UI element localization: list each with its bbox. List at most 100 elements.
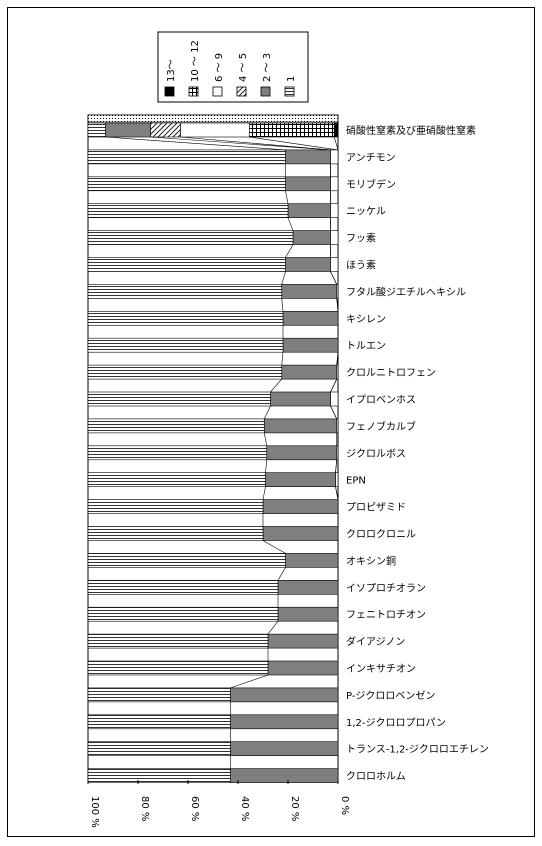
bar-segment (87, 445, 268, 461)
series-connector (180, 136, 331, 151)
bar-segment (87, 606, 279, 622)
legend-swatch (284, 86, 295, 97)
bar-segment (285, 149, 331, 165)
bar-segment (292, 230, 331, 245)
series-connector (330, 405, 338, 420)
x-tick-label: 80 % (139, 796, 150, 821)
series-connector (230, 674, 269, 689)
bar-segment (150, 122, 181, 138)
bar-segment (285, 176, 331, 192)
bar-segment (270, 391, 331, 407)
category-label: ダイアジノン (346, 635, 405, 648)
bar-segment (87, 364, 283, 380)
bar-segment (330, 257, 339, 272)
series-connector (263, 405, 271, 420)
category-label: アンチモン (346, 152, 396, 164)
bar-segment (267, 633, 339, 649)
bar-segment (87, 391, 271, 407)
legend-swatch (164, 86, 175, 97)
legend-label: 6 ～ 9 (214, 53, 225, 82)
bar-segment (267, 660, 339, 676)
series-connector (281, 352, 284, 366)
x-tick-label: 40 % (239, 796, 250, 821)
bar-segment (87, 337, 284, 353)
bar-segment (87, 660, 269, 676)
series-connector (336, 352, 339, 366)
category-label: トランス-1,2-ジクロロエチレン (346, 744, 489, 756)
x-tick-label: 20 % (289, 796, 300, 821)
chart-legend: 13～ 10 ～ 12 6 ～ 9 4 ～ 5 2 ～ 3 1 (157, 31, 309, 103)
series-connector (265, 459, 268, 473)
top-dotted-band (87, 114, 339, 123)
bar-segment (281, 364, 338, 380)
bar-segment (330, 203, 339, 218)
bar-segment (87, 687, 231, 703)
series-connector (249, 136, 339, 151)
bar-segment (87, 418, 265, 434)
bar-segment (105, 122, 151, 138)
legend-label: 2 ～ 3 (262, 53, 273, 82)
series-connector (330, 271, 338, 285)
bar-segment (263, 418, 338, 434)
series-connector (150, 136, 331, 151)
x-tick-label: 60 % (189, 796, 200, 821)
plot-area: 硝酸性窒素及び亜硝酸性窒素アンチモンモリブデンニッケルフッ素ほう素フタル酸ジエチ… (87, 114, 489, 828)
category-label: フェニトロチオン (346, 609, 426, 621)
series-connector (336, 298, 339, 312)
bar-segment (330, 230, 339, 245)
x-tick-label: 100 % (89, 796, 100, 828)
category-label: キシレン (346, 314, 386, 325)
bar-segment (87, 284, 283, 299)
bar-segment (230, 768, 339, 783)
series-connector (335, 459, 338, 473)
legend-swatch (236, 86, 247, 97)
category-label: フェノブカルブ (346, 420, 416, 433)
bar-segment (330, 391, 339, 407)
bar-segment (87, 741, 231, 757)
bar-segment (87, 176, 286, 192)
series-connector (285, 190, 289, 204)
bar-segment (285, 257, 331, 272)
category-label: イプロベンホス (346, 394, 416, 406)
category-label: フッ素 (346, 232, 376, 245)
bar-segment (87, 122, 106, 138)
category-label: 1,2-ジクロロプロパン (346, 717, 446, 729)
legend-label: 4 ～ 5 (238, 53, 249, 82)
legend-label: 13～ (166, 59, 177, 82)
category-label: プロピザミド (346, 502, 406, 514)
category-label: EPN (346, 476, 366, 487)
x-tick-label: 0 % (339, 796, 350, 815)
category-label: オキシン銅 (346, 554, 396, 567)
bar-segment (87, 499, 264, 514)
series-connector (270, 378, 282, 393)
bar-segment (282, 337, 339, 353)
bar-segment (230, 714, 339, 730)
bar-segment (230, 741, 339, 757)
bar-segment (330, 149, 339, 165)
bar-segment (281, 284, 338, 299)
category-label: P-ジクロロベンゼン (346, 690, 435, 702)
bar-segment (87, 230, 294, 245)
chart-frame (7, 7, 535, 837)
series-connector (105, 136, 286, 151)
bar-segment (282, 310, 339, 326)
series-connector (262, 486, 266, 500)
bar-segment (230, 687, 339, 703)
bar-segment (87, 579, 279, 595)
bar-segment (87, 526, 264, 541)
category-label: ニッケル (346, 206, 386, 218)
bar-segment (262, 499, 339, 514)
bar-segment (87, 714, 231, 730)
bar-segment (87, 257, 286, 272)
bar-segment (87, 633, 269, 649)
legend-label: 10 ～ 12 (190, 40, 201, 82)
bar-segment (335, 472, 339, 488)
category-label: ジクロルボス (346, 448, 406, 460)
bar-segment (248, 122, 335, 138)
bar-segment (87, 203, 289, 218)
series-connector (330, 378, 338, 393)
bar-segment (330, 176, 339, 192)
category-label: ほう素 (346, 259, 376, 272)
bar-segment (87, 472, 266, 488)
bar-segment (333, 122, 339, 138)
